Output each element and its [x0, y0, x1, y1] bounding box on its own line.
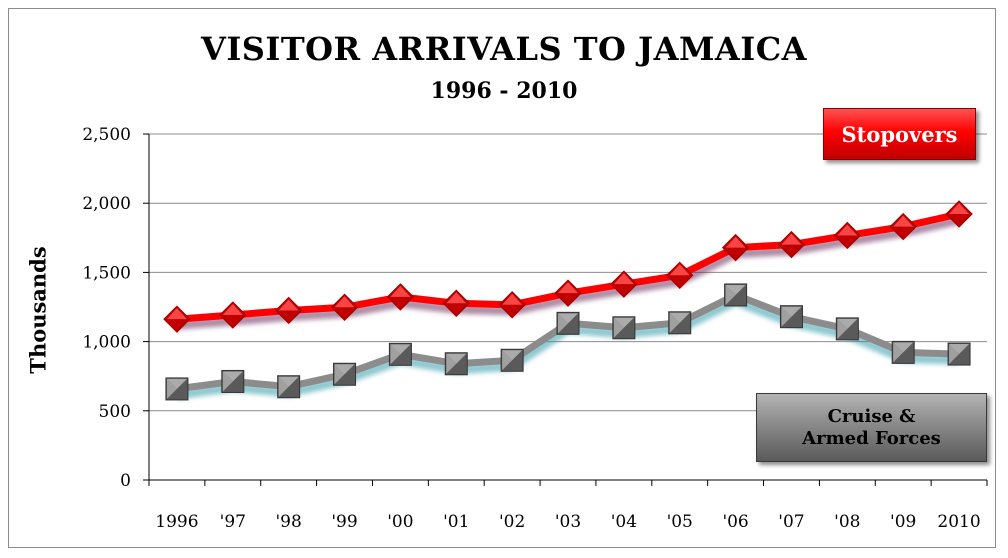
marker-highlight: [893, 342, 914, 353]
marker-highlight: [558, 313, 568, 334]
marker-highlight: [781, 233, 802, 245]
x-tick-label: '02: [499, 512, 525, 532]
marker-highlight: [669, 264, 690, 276]
marker-highlight: [613, 317, 634, 328]
y-tick-label: 2,000: [82, 194, 131, 214]
y-tick-label: 1,500: [82, 263, 131, 283]
marker-highlight: [166, 308, 187, 320]
marker-highlight: [334, 364, 355, 375]
marker-highlight: [725, 236, 746, 248]
x-tick-label: 1996: [155, 512, 198, 532]
chart-subtitle: 1996 - 2010: [430, 78, 578, 104]
marker-highlight: [390, 344, 401, 365]
marker-highlight: [502, 293, 523, 305]
marker-highlight: [725, 284, 736, 305]
x-tick-label: '07: [778, 512, 804, 532]
marker-highlight: [222, 304, 243, 316]
marker-highlight: [334, 296, 355, 308]
marker-highlight: [502, 350, 513, 371]
marker-highlight: [949, 202, 970, 214]
x-tick-label: '08: [834, 512, 860, 532]
x-tick-label: '99: [331, 512, 357, 532]
y-tick-label: 500: [99, 402, 131, 422]
chart-title: VISITOR ARRIVALS TO JAMAICA: [200, 30, 807, 68]
marker-highlight: [446, 353, 467, 364]
x-tick-label: '04: [611, 512, 637, 532]
marker-highlight: [558, 282, 578, 294]
marker-highlight: [893, 342, 904, 363]
y-tick-label: 1,000: [82, 333, 131, 353]
legend-cruise-label-line1: Cruise &: [827, 405, 916, 427]
marker-highlight: [166, 378, 187, 389]
x-tick-label: '06: [722, 512, 748, 532]
x-tick-label: 2010: [937, 512, 980, 532]
marker-highlight: [446, 292, 467, 304]
marker-highlight: [949, 344, 970, 355]
legend-stopovers-label: Stopovers: [841, 121, 958, 147]
marker-highlight: [781, 306, 802, 317]
marker-highlight: [390, 285, 411, 297]
marker-highlight: [613, 273, 634, 285]
x-tick-label: '98: [276, 512, 302, 532]
marker-highlight: [669, 312, 680, 333]
x-tick-label: '05: [667, 512, 693, 532]
x-tick-label: '00: [387, 512, 413, 532]
legend-cruise-label-line2: Armed Forces: [802, 427, 941, 449]
marker-highlight: [837, 224, 858, 236]
marker-highlight: [278, 299, 299, 311]
marker-highlight: [558, 313, 578, 324]
marker-highlight: [837, 318, 848, 339]
marker-highlight: [613, 317, 624, 338]
marker-highlight: [334, 364, 345, 385]
y-tick-label: 0: [120, 471, 131, 491]
marker-highlight: [502, 350, 523, 361]
marker-highlight: [781, 306, 792, 327]
marker-highlight: [725, 284, 746, 295]
marker-highlight: [390, 344, 411, 355]
marker-highlight: [278, 376, 299, 387]
marker-highlight: [166, 378, 177, 399]
x-tick-label: '09: [890, 512, 916, 532]
marker-highlight: [222, 371, 233, 392]
marker-highlight: [837, 318, 858, 329]
marker-highlight: [446, 353, 457, 374]
marker-highlight: [893, 215, 914, 227]
x-tick-label: '01: [443, 512, 469, 532]
legend-cruise-armed-forces: Cruise & Armed Forces: [756, 393, 987, 462]
marker-highlight: [222, 371, 243, 382]
legend-stopovers: Stopovers: [823, 108, 976, 160]
marker-highlight: [278, 376, 289, 397]
marker-highlight: [949, 344, 960, 365]
x-tick-label: '03: [555, 512, 581, 532]
x-tick-label: '97: [220, 512, 246, 532]
y-tick-label: 2,500: [82, 125, 131, 145]
marker-highlight: [669, 312, 690, 323]
